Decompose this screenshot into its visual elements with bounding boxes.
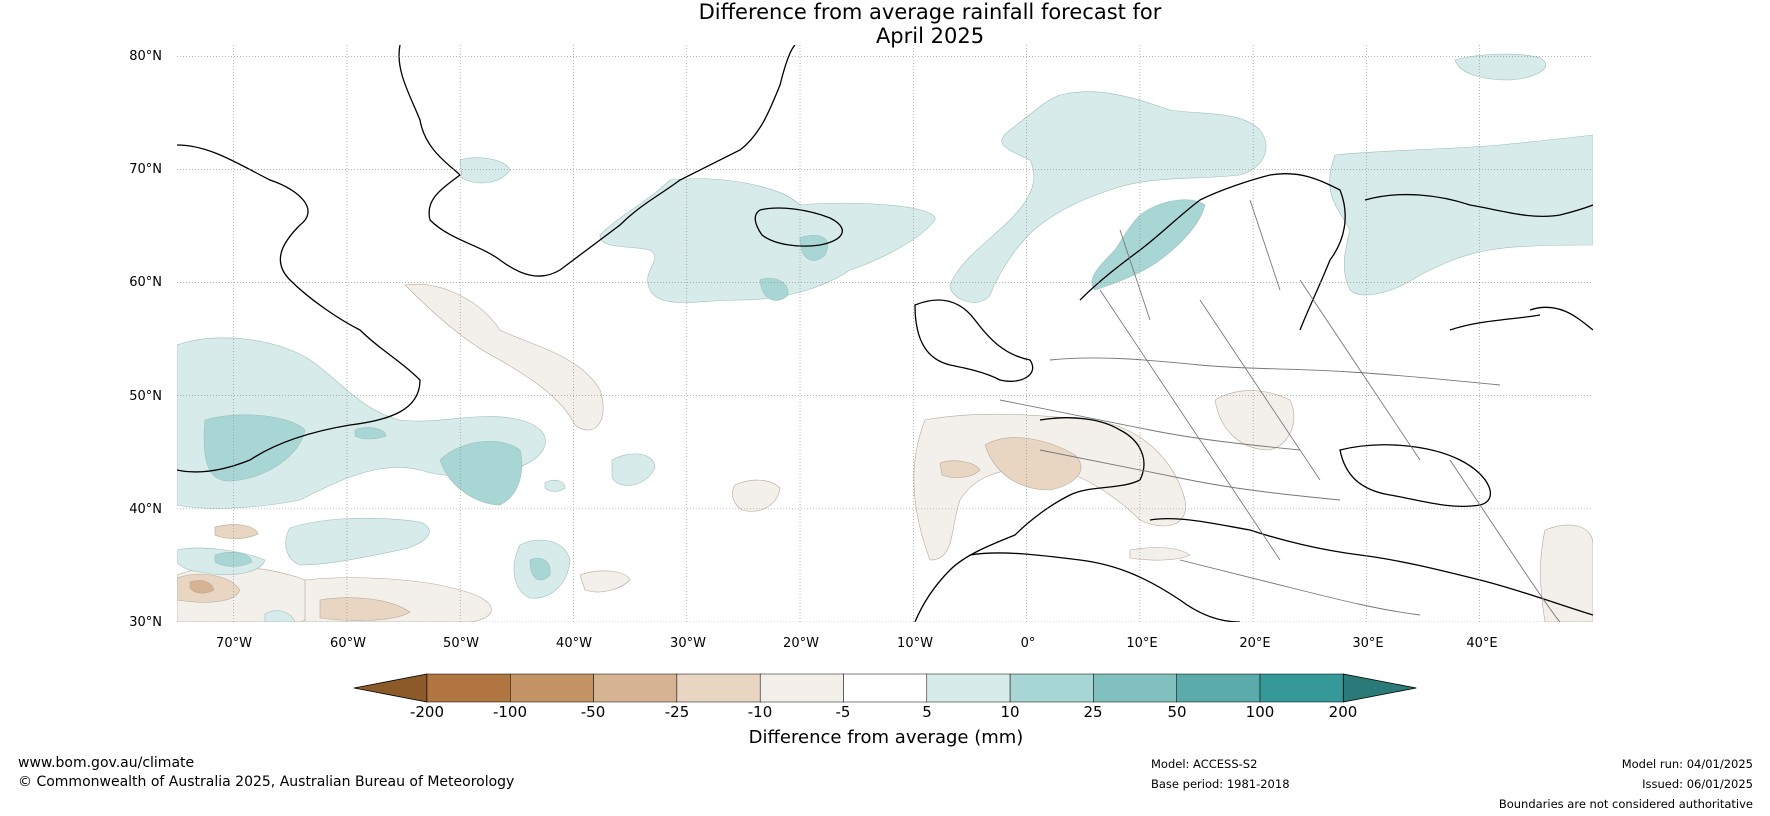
boundary-disclaimer: Boundaries are not considered authoritat… [1498, 797, 1753, 811]
legend-swatch [759, 673, 844, 703]
below-average-areas [177, 283, 1593, 622]
legend-swatch [510, 673, 594, 703]
lat-label-40n: 40°N [129, 502, 162, 517]
legend-swatch [1093, 673, 1177, 703]
legend-swatch [1009, 673, 1094, 703]
legend-swatch [1176, 673, 1261, 703]
legend-tick-label: 10 [1000, 703, 1020, 721]
legend-extend-low [353, 673, 428, 703]
legend-tick-label: 100 [1245, 703, 1275, 721]
lon-label-20w: 20°W [783, 636, 819, 651]
issued-date: Issued: 06/01/2025 [1642, 777, 1753, 791]
legend-swatch [1259, 673, 1344, 703]
legend-tick-label: -200 [409, 703, 445, 721]
legend-extend-high [1342, 673, 1417, 703]
lon-label-50w: 50°W [443, 636, 479, 651]
chart-title: Difference from average rainfall forecas… [600, 0, 1260, 48]
lon-label-60w: 60°W [330, 636, 366, 651]
legend-tick-label: 25 [1083, 703, 1103, 721]
lon-label-20e: 20°E [1239, 636, 1271, 651]
legend-tick-label: 5 [922, 703, 932, 721]
lat-label-70n: 70°N [129, 162, 162, 177]
graticule-lines [177, 45, 1593, 622]
legend-tick-label: 50 [1167, 703, 1187, 721]
lon-label-10w: 10°W [897, 636, 933, 651]
coastlines [177, 45, 1593, 622]
legend-swatch [426, 673, 511, 703]
lat-label-30n: 30°N [129, 615, 162, 630]
lat-label-80n: 80°N [129, 49, 162, 64]
legend-swatch [676, 673, 761, 703]
title-line-1: Difference from average rainfall forecas… [698, 0, 1162, 24]
title-line-2: April 2025 [875, 24, 985, 48]
legend-tick-label: -100 [492, 703, 528, 721]
legend-swatch [926, 673, 1011, 703]
lat-label-50n: 50°N [129, 389, 162, 404]
legend-swatches [353, 673, 1417, 703]
base-period: Base period: 1981-2018 [1151, 777, 1290, 791]
lon-label-30e: 30°E [1352, 636, 1384, 651]
legend-tick-label: -25 [664, 703, 690, 721]
above-average-areas [177, 53, 1593, 622]
footer-copyright: © Commonwealth of Australia 2025, Austra… [18, 774, 515, 790]
model-name: Model: ACCESS-S2 [1151, 757, 1258, 771]
lon-label-30w: 30°W [670, 636, 706, 651]
legend-title: Difference from average (mm) [748, 727, 1024, 748]
legend-swatch [593, 673, 678, 703]
lon-label-10e: 10°E [1126, 636, 1158, 651]
lat-label-60n: 60°N [129, 275, 162, 290]
legend-swatch [843, 673, 928, 703]
legend-tick-label: -50 [580, 703, 606, 721]
legend-tick-label: 200 [1328, 703, 1358, 721]
lon-label-40w: 40°W [556, 636, 592, 651]
lon-label-0: 0° [1020, 636, 1036, 651]
footer-url[interactable]: www.bom.gov.au/climate [18, 755, 195, 771]
legend-tick-label: -5 [835, 703, 851, 721]
lon-label-40e: 40°E [1466, 636, 1498, 651]
country-borders [999, 199, 1561, 622]
legend-tick-label: -10 [747, 703, 773, 721]
lon-label-70w: 70°W [216, 636, 252, 651]
model-run-date: Model run: 04/01/2025 [1621, 757, 1753, 771]
